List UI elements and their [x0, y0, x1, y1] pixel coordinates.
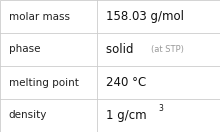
Text: 3: 3 [158, 104, 163, 113]
Text: 240 °C: 240 °C [106, 76, 146, 89]
Text: density: density [9, 110, 47, 121]
Text: (at STP): (at STP) [151, 45, 184, 54]
Text: melting point: melting point [9, 77, 79, 88]
Text: phase: phase [9, 44, 40, 55]
Text: 1 g/cm: 1 g/cm [106, 109, 146, 122]
Text: solid: solid [106, 43, 141, 56]
Text: 158.03 g/mol: 158.03 g/mol [106, 10, 184, 23]
Text: molar mass: molar mass [9, 11, 70, 22]
